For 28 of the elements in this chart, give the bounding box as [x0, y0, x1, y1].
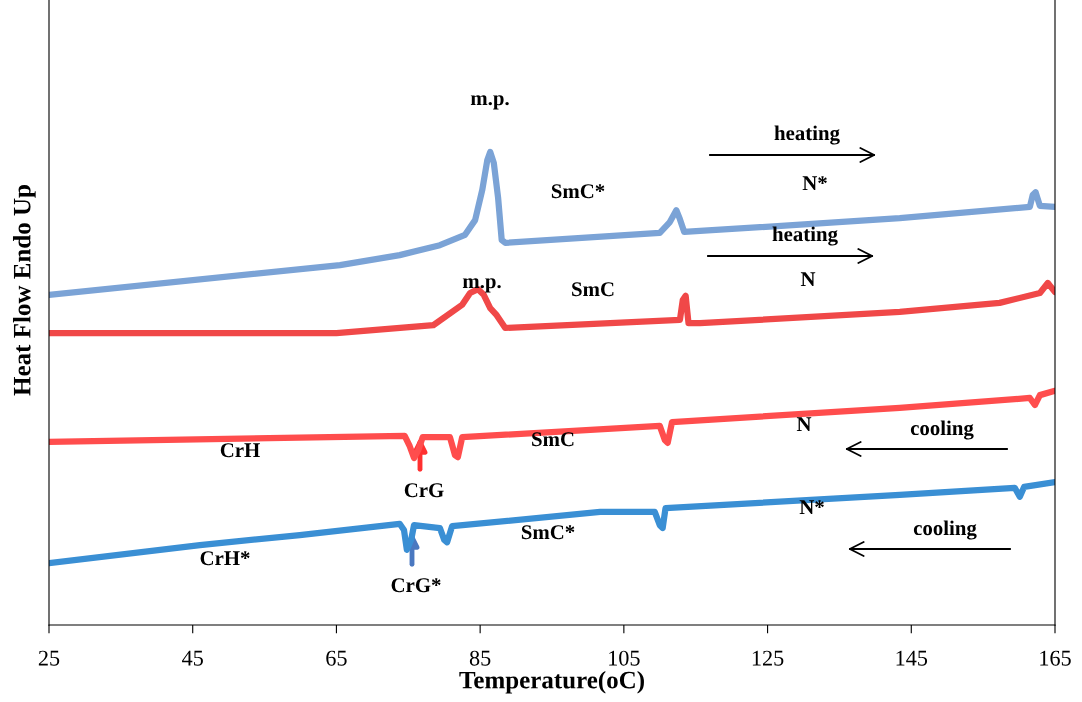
annotation: N [796, 417, 812, 432]
x-tick-label: 45 [182, 650, 203, 666]
x-tick-label: 125 [752, 650, 784, 666]
x-tick-label: 65 [326, 650, 347, 666]
annotation: CrG* [391, 578, 441, 593]
annotation: cooling [913, 520, 977, 540]
annotation: CrH [220, 443, 260, 458]
x-tick-label: 145 [896, 650, 928, 666]
annotation: m.p. [462, 278, 501, 293]
x-tick-label: 105 [609, 650, 640, 666]
annotation: CrG [404, 483, 444, 498]
annotation: N [800, 272, 816, 287]
x-tick-label: 165 [1040, 650, 1071, 666]
annotation: cooling [910, 420, 974, 440]
annotation: heating [772, 226, 838, 246]
annotation: SmC* [521, 525, 575, 540]
x-tick-label: 25 [38, 650, 60, 666]
annotation: N* [799, 500, 824, 515]
annotation: SmC* [551, 184, 605, 199]
annotation: SmC [572, 282, 614, 297]
y-axis-title: Heat Flow Endo Up [12, 185, 36, 396]
annotation: CrH* [200, 551, 250, 566]
x-axis-title: Temperature(oC) [459, 670, 644, 694]
text: heating [774, 125, 840, 145]
x-tick-label: 85 [469, 650, 491, 666]
annotation: N* [802, 176, 827, 191]
text: m.p. [470, 95, 509, 110]
annotation: SmC [532, 432, 574, 447]
